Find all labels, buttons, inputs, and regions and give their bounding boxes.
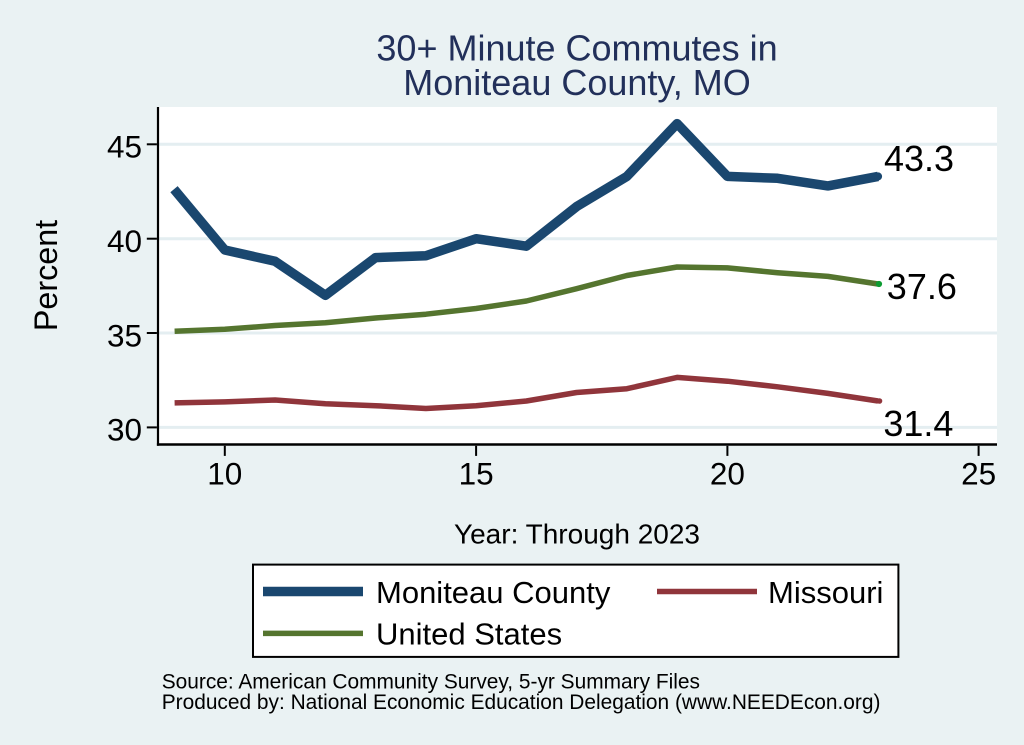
svg-text:30+ Minute Commutes in: 30+ Minute Commutes in bbox=[376, 28, 777, 69]
svg-text:Moniteau County, MO: Moniteau County, MO bbox=[403, 62, 750, 103]
svg-text:37.6: 37.6 bbox=[887, 266, 957, 307]
svg-text:10: 10 bbox=[207, 456, 242, 492]
svg-text:United States: United States bbox=[376, 617, 562, 652]
svg-text:Percent: Percent bbox=[28, 220, 64, 331]
svg-text:31.4: 31.4 bbox=[883, 403, 953, 444]
svg-text:Source: American Community Sur: Source: American Community Survey, 5-yr … bbox=[162, 670, 700, 693]
svg-text:43.3: 43.3 bbox=[884, 138, 954, 179]
svg-text:Produced by: National Economic: Produced by: National Economic Education… bbox=[162, 691, 881, 714]
svg-text:40: 40 bbox=[107, 223, 142, 259]
svg-text:20: 20 bbox=[710, 456, 745, 492]
svg-text:35: 35 bbox=[107, 317, 142, 353]
svg-text:Missouri: Missouri bbox=[768, 575, 883, 610]
svg-text:Year: Through 2023: Year: Through 2023 bbox=[454, 519, 700, 550]
svg-text:15: 15 bbox=[459, 456, 494, 492]
svg-text:25: 25 bbox=[961, 456, 996, 492]
svg-text:30: 30 bbox=[107, 412, 142, 448]
svg-text:45: 45 bbox=[107, 129, 142, 165]
svg-text:Moniteau County: Moniteau County bbox=[376, 575, 611, 610]
